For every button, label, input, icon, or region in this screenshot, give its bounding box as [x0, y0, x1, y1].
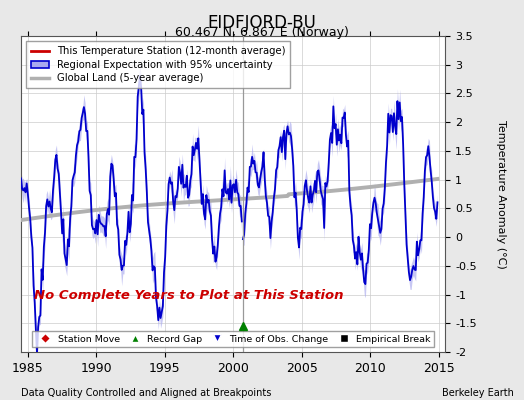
Text: No Complete Years to Plot at This Station: No Complete Years to Plot at This Statio… — [34, 289, 343, 302]
Text: 60.467 N, 6.867 E (Norway): 60.467 N, 6.867 E (Norway) — [175, 26, 349, 39]
Y-axis label: Temperature Anomaly (°C): Temperature Anomaly (°C) — [496, 120, 506, 268]
Text: Data Quality Controlled and Aligned at Breakpoints: Data Quality Controlled and Aligned at B… — [21, 388, 271, 398]
Text: Berkeley Earth: Berkeley Earth — [442, 388, 514, 398]
Legend: Station Move, Record Gap, Time of Obs. Change, Empirical Break: Station Move, Record Gap, Time of Obs. C… — [32, 331, 434, 347]
Text: EIDFJORD-BU: EIDFJORD-BU — [208, 14, 316, 32]
